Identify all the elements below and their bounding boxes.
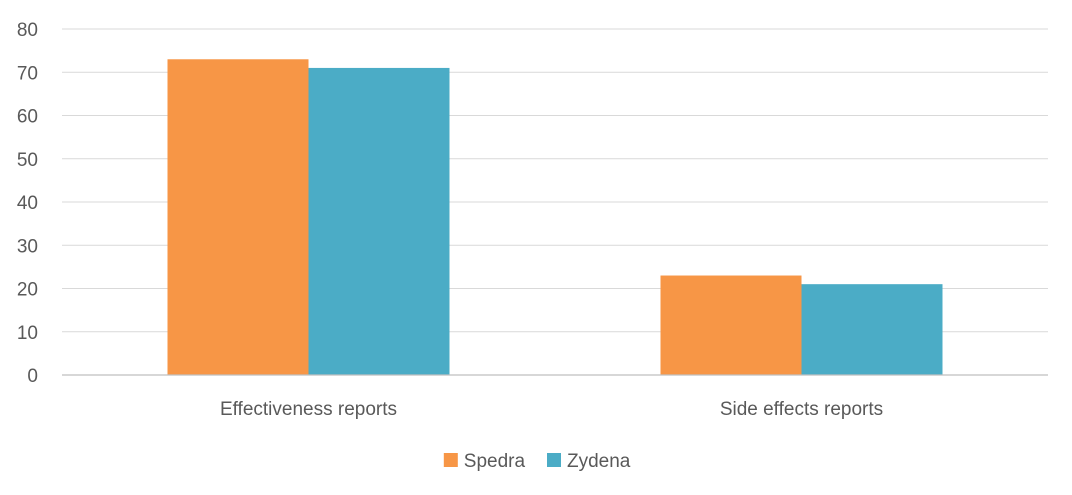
y-tick-label: 10 — [17, 323, 38, 344]
bar-zydena-2 — [801, 284, 943, 375]
y-tick-label: 30 — [17, 236, 38, 257]
y-tick-label: 80 — [17, 20, 38, 41]
x-axis-categories: Effectiveness reports Side effects report… — [220, 399, 883, 420]
legend-item-spedra: Spedra — [443, 451, 526, 472]
bars — [167, 59, 943, 376]
legend-swatch — [443, 453, 458, 467]
y-tick-label: 20 — [17, 280, 38, 301]
bar-spedra-2 — [660, 275, 802, 375]
y-tick-label: 70 — [17, 63, 38, 84]
bar-spedra-1 — [167, 59, 309, 376]
y-tick-label: 0 — [27, 366, 38, 387]
legend-swatch — [547, 453, 561, 467]
y-tick-label: 50 — [17, 150, 38, 171]
legend-label: Zydena — [567, 451, 631, 472]
legend-item-zydena: Zydena — [547, 451, 631, 472]
y-tick-label: 60 — [17, 107, 38, 128]
legend: Spedra Zydena — [443, 451, 631, 472]
legend-label: Spedra — [464, 451, 526, 472]
y-axis-ticks: 0 10 20 30 40 50 60 70 80 — [17, 20, 38, 387]
bar-zydena-1 — [308, 67, 450, 376]
x-category-label: Effectiveness reports — [220, 399, 397, 420]
x-category-label: Side effects reports — [720, 399, 883, 420]
y-tick-label: 40 — [17, 193, 38, 214]
